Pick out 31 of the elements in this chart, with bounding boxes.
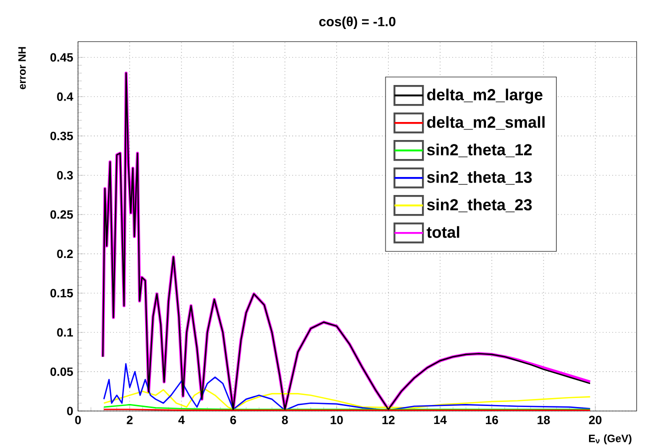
y-tick-label: 0.35 — [50, 132, 73, 140]
x-tick-label: 20 — [589, 416, 602, 424]
y-tick-label: 0.4 — [57, 92, 74, 101]
x-tick-label: 10 — [330, 416, 343, 424]
y-axis-title: error NH — [18, 47, 26, 90]
legend-label: total — [426, 226, 460, 238]
chart-title: cos(θ) = -1.0 — [319, 16, 396, 29]
legend-label: sin2_theta_12 — [427, 144, 532, 158]
y-tick-label: 0.1 — [57, 328, 73, 337]
y-tick-label: 0.45 — [50, 53, 73, 62]
x-tick-label: 2 — [126, 416, 133, 424]
legend-label: sin2_theta_13 — [427, 171, 532, 185]
x-tick-label: 12 — [382, 416, 395, 424]
legend-label: sin2_theta_23 — [427, 198, 532, 212]
y-tick-label: 0.15 — [50, 288, 73, 298]
x-tick-label: 18 — [538, 416, 550, 424]
x-tick-label: 8 — [282, 416, 288, 424]
y-tick-label: 0.25 — [50, 210, 73, 219]
x-tick-label: 16 — [486, 416, 498, 424]
x-axis-title: E$_{ν}$ (GeV) — [589, 434, 632, 444]
x-tick-label: 6 — [230, 416, 236, 424]
x-tick-label: 4 — [178, 416, 185, 424]
legend-label: delta_m2_small — [427, 116, 545, 130]
y-tick-label: 0.2 — [57, 250, 73, 258]
x-tick-label: 14 — [434, 416, 447, 424]
line-series — [103, 363, 591, 411]
y-tick-label: 0.05 — [50, 367, 73, 376]
y-tick-label: 0 — [67, 406, 73, 416]
legend-label: delta_m2_large — [427, 88, 542, 104]
x-tick-label: 0 — [75, 416, 81, 424]
y-tick-label: 0.3 — [57, 170, 73, 180]
